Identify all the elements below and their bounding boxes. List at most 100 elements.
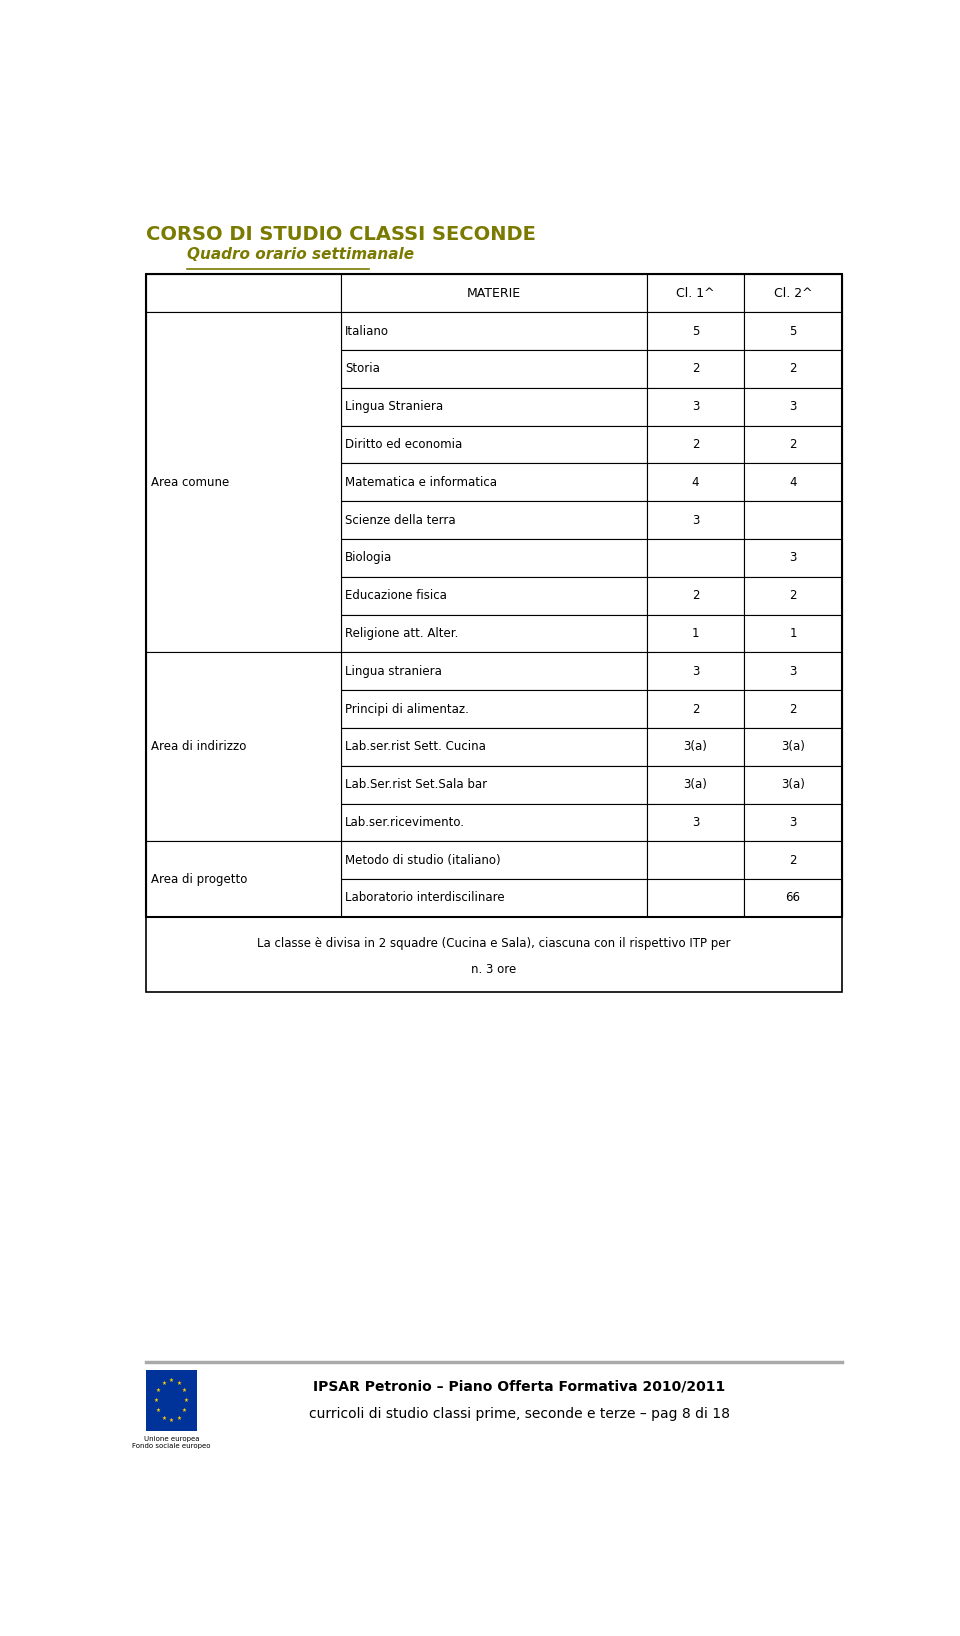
- Text: La classe è divisa in 2 squadre (Cucina e Sala), ciascuna con il rispettivo ITP : La classe è divisa in 2 squadre (Cucina …: [257, 937, 731, 951]
- Bar: [341, 538, 647, 578]
- Text: Scienze della terra: Scienze della terra: [346, 514, 456, 527]
- Text: 4: 4: [692, 476, 699, 489]
- Bar: [647, 879, 744, 916]
- Bar: [146, 916, 842, 993]
- Bar: [341, 653, 647, 690]
- Bar: [341, 501, 647, 538]
- Text: Italiano: Italiano: [346, 324, 390, 337]
- Text: Educazione fisica: Educazione fisica: [346, 589, 447, 602]
- Text: Lingua straniera: Lingua straniera: [346, 664, 443, 677]
- Text: n. 3 ore: n. 3 ore: [471, 964, 516, 977]
- Bar: [744, 463, 842, 501]
- Bar: [146, 275, 341, 312]
- Text: Area di progetto: Area di progetto: [151, 872, 247, 885]
- Bar: [146, 841, 341, 916]
- Bar: [744, 879, 842, 916]
- Bar: [341, 728, 647, 766]
- Bar: [647, 463, 744, 501]
- Text: 3: 3: [789, 401, 797, 414]
- Bar: [341, 879, 647, 916]
- Bar: [647, 275, 744, 312]
- Text: MATERIE: MATERIE: [467, 286, 521, 299]
- Text: 3: 3: [692, 401, 699, 414]
- Text: ★: ★: [156, 1387, 161, 1392]
- Text: Principi di alimentaz.: Principi di alimentaz.: [346, 702, 469, 715]
- Bar: [341, 690, 647, 728]
- Bar: [744, 803, 842, 841]
- Text: 4: 4: [789, 476, 797, 489]
- Bar: [647, 388, 744, 425]
- Text: ★: ★: [181, 1387, 186, 1392]
- Bar: [744, 425, 842, 463]
- Bar: [744, 653, 842, 690]
- Text: ★: ★: [161, 1381, 166, 1386]
- Bar: [744, 578, 842, 615]
- Bar: [341, 388, 647, 425]
- Text: Quadro orario settimanale: Quadro orario settimanale: [187, 247, 414, 262]
- Text: Storia: Storia: [346, 363, 380, 375]
- Bar: [647, 425, 744, 463]
- Text: 3(a): 3(a): [781, 779, 804, 792]
- Text: IPSAR Petronio – Piano Offerta Formativa 2010/2011: IPSAR Petronio – Piano Offerta Formativa…: [313, 1379, 726, 1394]
- Text: 3: 3: [692, 816, 699, 829]
- Text: 66: 66: [785, 892, 801, 905]
- Bar: [647, 803, 744, 841]
- Bar: [146, 653, 341, 841]
- Bar: [647, 690, 744, 728]
- Bar: [146, 275, 842, 916]
- Text: ★: ★: [181, 1409, 186, 1414]
- Bar: [744, 728, 842, 766]
- Bar: [647, 653, 744, 690]
- Text: 5: 5: [789, 324, 797, 337]
- Bar: [341, 463, 647, 501]
- Bar: [341, 312, 647, 350]
- Bar: [744, 275, 842, 312]
- Text: 3: 3: [789, 816, 797, 829]
- Bar: [744, 615, 842, 653]
- Text: 3: 3: [789, 551, 797, 564]
- Bar: [341, 275, 647, 312]
- Text: ★: ★: [161, 1415, 166, 1420]
- Text: Cl. 2^: Cl. 2^: [774, 286, 812, 299]
- Text: 3(a): 3(a): [684, 741, 708, 753]
- Text: Laboratorio interdiscilinare: Laboratorio interdiscilinare: [346, 892, 505, 905]
- Text: Lab.ser.ricevimento.: Lab.ser.ricevimento.: [346, 816, 466, 829]
- Bar: [744, 501, 842, 538]
- Bar: [744, 388, 842, 425]
- Text: 3: 3: [692, 664, 699, 677]
- Text: 2: 2: [789, 702, 797, 715]
- Text: Lab.Ser.rist Set.Sala bar: Lab.Ser.rist Set.Sala bar: [346, 779, 488, 792]
- Text: 3(a): 3(a): [781, 741, 804, 753]
- Bar: [647, 766, 744, 803]
- Text: Fondo sociale europeo: Fondo sociale europeo: [132, 1443, 210, 1449]
- Text: 2: 2: [789, 363, 797, 375]
- Text: 2: 2: [789, 438, 797, 452]
- Text: Lingua Straniera: Lingua Straniera: [346, 401, 444, 414]
- Bar: [647, 728, 744, 766]
- Text: Lab.ser.rist Sett. Cucina: Lab.ser.rist Sett. Cucina: [346, 741, 486, 753]
- Bar: [341, 841, 647, 879]
- Text: CORSO DI STUDIO CLASSI SECONDE: CORSO DI STUDIO CLASSI SECONDE: [146, 226, 536, 244]
- Text: 1: 1: [692, 627, 699, 640]
- Bar: [744, 538, 842, 578]
- Text: curricoli di studio classi prime, seconde e terze – pag 8 di 18: curricoli di studio classi prime, second…: [309, 1407, 730, 1420]
- Bar: [744, 766, 842, 803]
- Text: 3: 3: [692, 514, 699, 527]
- Text: ★: ★: [177, 1415, 181, 1420]
- Text: 2: 2: [692, 438, 699, 452]
- Text: 3(a): 3(a): [684, 779, 708, 792]
- Bar: [647, 501, 744, 538]
- Text: 2: 2: [789, 589, 797, 602]
- Bar: [647, 841, 744, 879]
- Text: Biologia: Biologia: [346, 551, 393, 564]
- Text: ★: ★: [154, 1399, 159, 1404]
- Text: Cl. 1^: Cl. 1^: [676, 286, 715, 299]
- Text: ★: ★: [177, 1381, 181, 1386]
- Bar: [647, 578, 744, 615]
- Text: Religione att. Alter.: Religione att. Alter.: [346, 627, 459, 640]
- Text: ★: ★: [183, 1399, 189, 1404]
- Text: 3: 3: [789, 664, 797, 677]
- Bar: [341, 578, 647, 615]
- Text: Matematica e informatica: Matematica e informatica: [346, 476, 497, 489]
- Text: 2: 2: [789, 854, 797, 867]
